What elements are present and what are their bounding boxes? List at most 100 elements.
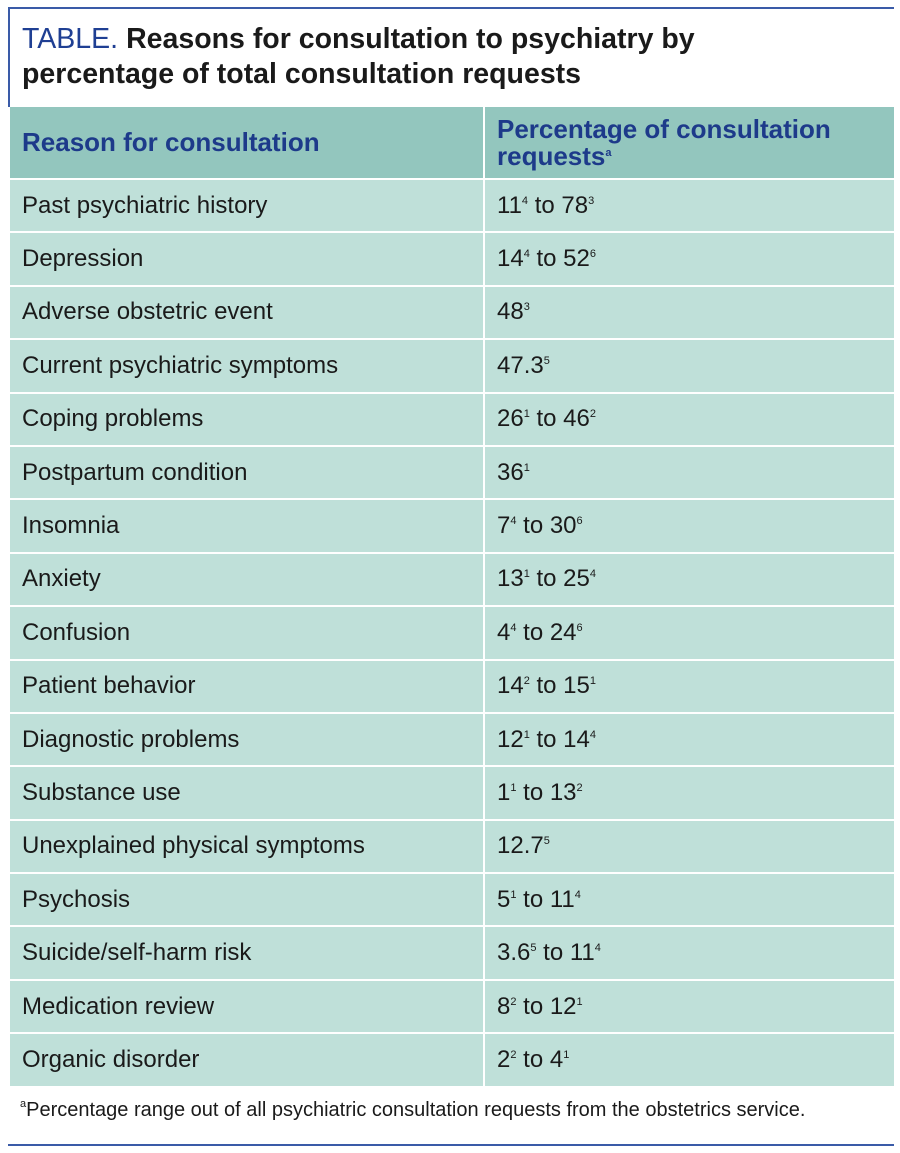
text: Confusion	[22, 618, 131, 646]
table-cell: Past psychiatric history	[10, 177, 485, 233]
table-cell: 3.65 to 114	[484, 925, 894, 980]
text: 48	[497, 298, 524, 326]
superscript: 1	[589, 675, 596, 688]
table-cell: 131 to 254	[484, 551, 894, 607]
text: 2	[497, 1045, 511, 1073]
superscript: 4	[523, 248, 530, 261]
text: Percentage range out of all psychiatric …	[26, 1099, 806, 1121]
table-cell: 11 to 132	[484, 765, 894, 820]
text: 12.7	[497, 832, 544, 860]
superscript: 2	[510, 995, 517, 1008]
text: to 78	[528, 191, 589, 219]
table-row: Insomnia 74 to 306	[10, 498, 894, 553]
top-rule	[8, 7, 894, 9]
text: 3.6	[497, 939, 531, 967]
title: TABLE. Reasons for consultation to psychi…	[22, 22, 802, 92]
text: Unexplained physical symptoms	[22, 832, 365, 860]
table-row: Psychosis 51 to 114	[10, 872, 894, 927]
table-row: Diagnostic problems 121 to 144	[10, 711, 894, 767]
superscript: 1	[523, 728, 530, 741]
table-cell: Substance use	[10, 765, 485, 820]
table-row: Organic disorder 22 to 41	[10, 1032, 894, 1086]
text: Coping problems	[22, 405, 204, 433]
superscript: 1	[510, 888, 517, 901]
superscript: 4	[589, 568, 596, 581]
table-cell: Adverse obstetric event	[10, 284, 485, 340]
table-cell: 22 to 41	[484, 1032, 894, 1086]
table-cell: 361	[484, 444, 894, 500]
table-row: Substance use 11 to 132	[10, 765, 894, 820]
table-cell: Confusion	[10, 605, 485, 660]
text: 47.3	[497, 351, 544, 379]
table-cell: Patient behavior	[10, 658, 485, 713]
table-row: Medication review 82 to 121	[10, 978, 894, 1034]
text: 5	[497, 885, 511, 913]
title-label: TABLE.	[22, 23, 119, 55]
table-cell: 74 to 306	[484, 498, 894, 553]
text: 7	[497, 512, 511, 540]
text: Suicide/self-harm risk	[22, 939, 252, 967]
superscript: 1	[523, 408, 530, 421]
table-cell: Current psychiatric symptoms	[10, 338, 485, 393]
table-row: Coping problems 261 to 462	[10, 391, 894, 446]
text: Organic disorder	[22, 1045, 200, 1073]
superscript: 3	[588, 194, 595, 207]
table-row: Past psychiatric history 114 to 783	[10, 177, 894, 233]
table-cell: 51 to 114	[484, 872, 894, 927]
table-cell: Unexplained physical symptoms	[10, 818, 485, 874]
superscript: 2	[576, 781, 583, 794]
text: Patient behavior	[22, 672, 196, 700]
text: to 11	[536, 939, 595, 967]
text: Substance use	[22, 778, 181, 806]
superscript: 2	[523, 675, 530, 688]
superscript: 4	[574, 888, 581, 901]
text: 1	[497, 778, 511, 806]
superscript: 1	[510, 781, 517, 794]
table-row: Adverse obstetric event 483	[10, 284, 894, 340]
table: Reason for consultation Percentage of con…	[10, 107, 894, 1086]
table-cell: 121 to 144	[484, 711, 894, 767]
text: to 14	[529, 725, 590, 753]
superscript: 4	[589, 728, 596, 741]
superscript: 6	[576, 515, 583, 528]
table-row: Patient behavior 142 to 151	[10, 658, 894, 713]
table-cell: 47.35	[484, 338, 894, 393]
table-cell: Psychosis	[10, 872, 485, 927]
header-cell: Reason for consultation	[10, 107, 485, 179]
table-cell: Coping problems	[10, 391, 485, 446]
title-bar	[8, 7, 10, 107]
text: Insomnia	[22, 512, 120, 540]
bottom-rule	[8, 1144, 894, 1146]
superscript: 6	[589, 248, 596, 261]
text: Anxiety	[22, 565, 101, 593]
text: Current psychiatric symptoms	[22, 351, 339, 379]
header-row: Reason for consultation Percentage of con…	[10, 107, 894, 179]
table-cell: 261 to 462	[484, 391, 894, 446]
text: 14	[497, 672, 524, 700]
text: to 15	[529, 672, 590, 700]
text: to 25	[529, 565, 590, 593]
text: 4	[497, 618, 511, 646]
table-cell: Postpartum condition	[10, 444, 485, 500]
text: Psychosis	[22, 885, 131, 913]
text: 8	[497, 992, 511, 1020]
table-row: Current psychiatric symptoms 47.35	[10, 338, 894, 393]
text: Percentage of consultation requests	[497, 113, 831, 171]
table-body: Past psychiatric history 114 to 783 Depres…	[10, 177, 894, 1086]
superscript: 6	[576, 621, 583, 634]
superscript: 1	[523, 461, 530, 474]
footnote: aPercentage range out of all psychiatric…	[20, 1099, 805, 1122]
text: Adverse obstetric event	[22, 298, 273, 326]
title-text: Reasons for consultation to psychiatry b…	[22, 23, 695, 90]
text: 26	[497, 405, 524, 433]
table-cell: Organic disorder	[10, 1032, 485, 1086]
table-cell: 142 to 151	[484, 658, 894, 713]
table-cell: 82 to 121	[484, 978, 894, 1034]
text: Medication review	[22, 992, 215, 1020]
table-cell: Insomnia	[10, 498, 485, 553]
text: Past psychiatric history	[22, 191, 268, 219]
superscript: 3	[523, 301, 530, 314]
header-text: Reason for consultation	[22, 129, 320, 156]
superscript: 1	[576, 995, 583, 1008]
superscript: 4	[510, 621, 517, 634]
